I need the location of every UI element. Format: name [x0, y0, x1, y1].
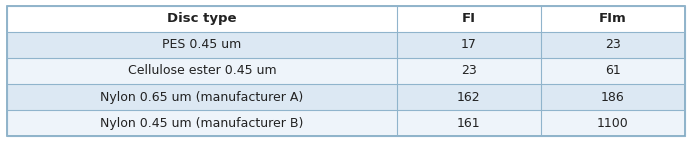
- Bar: [7, 110, 397, 136]
- Bar: [397, 6, 541, 32]
- Text: 186: 186: [601, 91, 625, 104]
- Bar: [7, 58, 397, 84]
- Bar: [541, 6, 685, 32]
- Text: Nylon 0.65 um (manufacturer A): Nylon 0.65 um (manufacturer A): [100, 91, 304, 104]
- Text: FIm: FIm: [599, 12, 627, 25]
- Text: Nylon 0.45 um (manufacturer B): Nylon 0.45 um (manufacturer B): [100, 117, 304, 130]
- Bar: [397, 32, 541, 58]
- Bar: [397, 58, 541, 84]
- Bar: [541, 58, 685, 84]
- Text: FI: FI: [462, 12, 476, 25]
- Bar: [541, 84, 685, 110]
- Bar: [7, 32, 397, 58]
- Bar: [397, 110, 541, 136]
- Bar: [397, 84, 541, 110]
- Text: 162: 162: [457, 91, 481, 104]
- Text: Cellulose ester 0.45 um: Cellulose ester 0.45 um: [127, 64, 276, 78]
- Bar: [7, 84, 397, 110]
- Text: 17: 17: [461, 38, 477, 51]
- Text: PES 0.45 um: PES 0.45 um: [162, 38, 242, 51]
- Text: 161: 161: [457, 117, 481, 130]
- Text: 23: 23: [605, 38, 621, 51]
- Text: 1100: 1100: [597, 117, 629, 130]
- Text: 61: 61: [605, 64, 621, 78]
- Bar: [541, 32, 685, 58]
- Bar: [7, 6, 397, 32]
- Bar: [541, 110, 685, 136]
- Text: 23: 23: [461, 64, 477, 78]
- Text: Disc type: Disc type: [167, 12, 237, 25]
